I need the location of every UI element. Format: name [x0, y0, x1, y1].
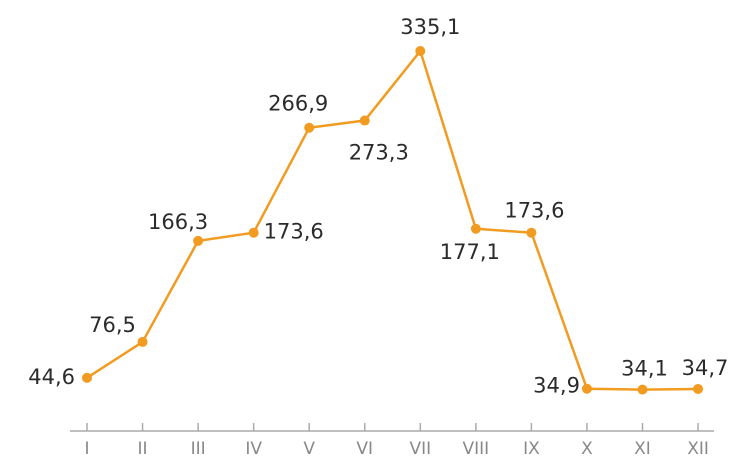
point — [248, 227, 259, 238]
point — [82, 372, 92, 383]
data-label: 34,9 — [533, 374, 580, 398]
data-label: 266,9 — [268, 92, 328, 116]
x-tick-label: III — [191, 439, 206, 459]
x-tick-label: X — [581, 439, 593, 459]
point — [137, 336, 148, 347]
point — [193, 235, 204, 246]
data-label: 44,6 — [28, 365, 75, 389]
point — [415, 46, 426, 56]
data-label: 173,6 — [504, 199, 564, 223]
x-tick-label: II — [138, 439, 148, 459]
x-tick-label: VII — [409, 439, 431, 459]
data-label: 273,3 — [349, 141, 409, 165]
x-tick-label: IV — [245, 439, 262, 459]
data-label: 34,1 — [621, 357, 668, 381]
point — [693, 383, 704, 394]
data-label: 34,7 — [682, 356, 729, 380]
data-label: 177,1 — [440, 240, 500, 264]
x-tick-label: V — [303, 439, 315, 459]
x-tick-label: VIII — [463, 439, 490, 459]
x-tick-label: VI — [356, 439, 373, 459]
point — [470, 223, 481, 234]
x-tick-label: XII — [687, 439, 709, 459]
data-label: 76,5 — [89, 313, 136, 337]
point — [359, 115, 370, 126]
line — [86, 49, 699, 391]
data-label: 335,1 — [400, 15, 460, 39]
data-label: 173,6 — [264, 220, 324, 244]
point — [304, 122, 315, 133]
point — [581, 383, 592, 394]
point — [637, 384, 648, 395]
x-tick-label: IX — [523, 439, 540, 459]
x-tick-label: I — [84, 439, 89, 459]
point — [526, 227, 537, 238]
data-label: 166,3 — [148, 210, 208, 234]
x-tick-label: XI — [634, 439, 651, 459]
